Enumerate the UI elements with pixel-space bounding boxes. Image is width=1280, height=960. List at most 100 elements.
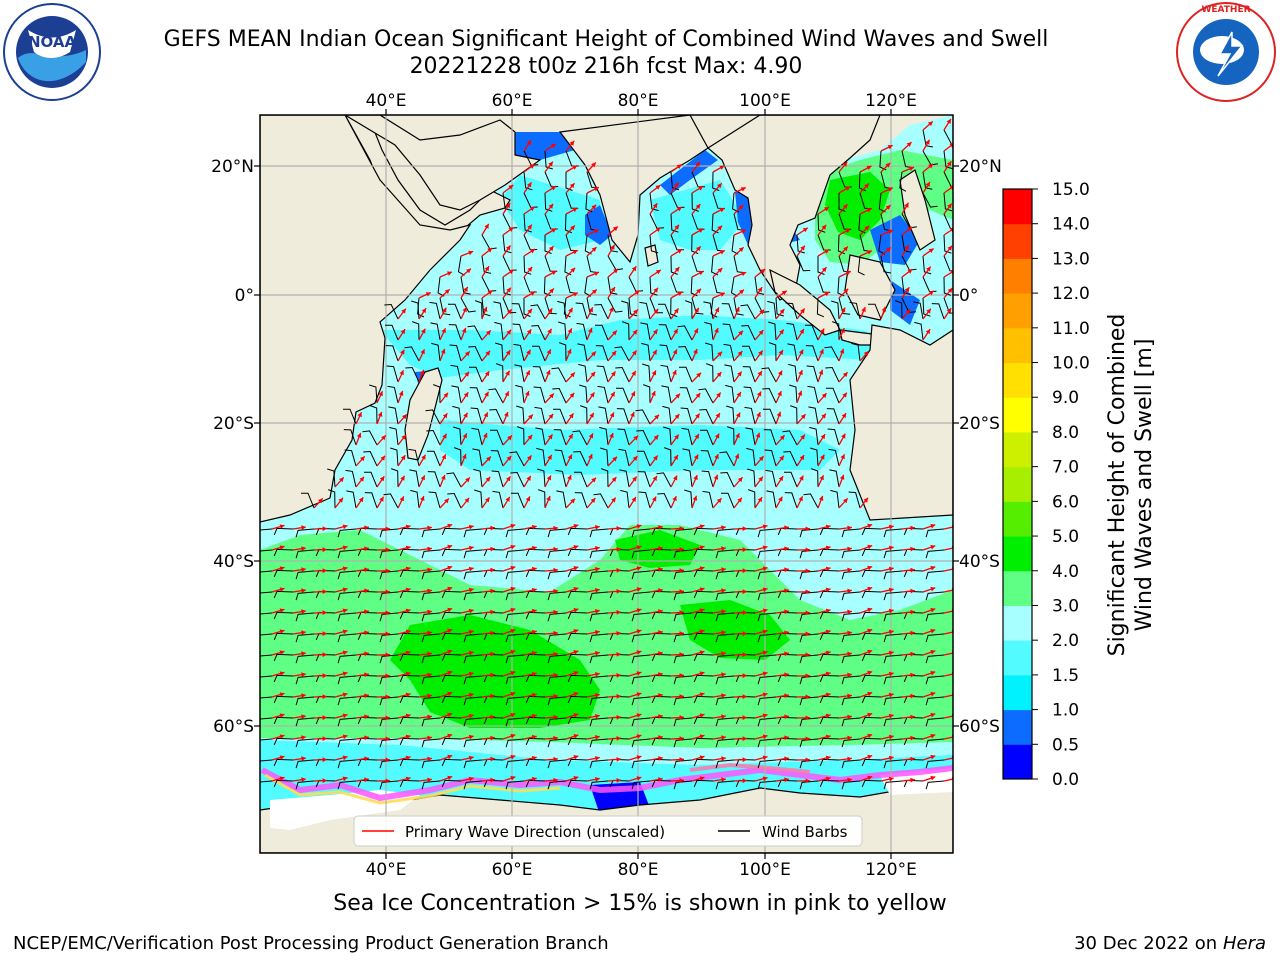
- wave-direction-arrowhead: [762, 755, 768, 761]
- swell-band-4-5m: [680, 600, 790, 660]
- wind-barb: [595, 345, 609, 362]
- wind-barb: [463, 591, 483, 601]
- wave-direction-arrowhead: [651, 370, 657, 376]
- wave-direction-arrowhead: [342, 629, 348, 635]
- wind-barb: [757, 633, 777, 643]
- wave-direction-arrowhead: [738, 247, 744, 253]
- wave-direction-arrowhead: [799, 328, 804, 334]
- colorbar: 15.0 14.0 13.0 12.0 11.0 10.0 9.0 8.0 7.0 6.0 5.0 4…: [1003, 180, 1090, 790]
- wind-barb: [841, 633, 861, 643]
- wave-direction-arrowhead: [553, 609, 558, 615]
- wind-barb: [589, 528, 609, 538]
- wave-direction-arrowhead: [570, 225, 575, 231]
- wind-barb: [636, 450, 651, 467]
- wave-direction-arrowhead: [716, 392, 721, 398]
- wave-direction-arrowhead: [447, 670, 453, 676]
- wind-barb: [691, 234, 699, 255]
- wind-barb: [925, 675, 945, 685]
- wind-barb: [790, 405, 798, 425]
- wave-direction-arrowhead: [279, 524, 285, 529]
- wind-barb: [547, 633, 567, 643]
- wave-direction-arrowhead: [616, 673, 621, 678]
- wave-direction-arrowhead: [279, 755, 285, 760]
- wave-direction-arrowhead: [356, 432, 362, 438]
- sea-ice-fringe: [689, 762, 811, 774]
- wind-barb: [567, 737, 588, 746]
- wave-direction-arrowhead: [594, 777, 600, 782]
- wave-direction-arrowhead: [420, 475, 425, 481]
- colorbar-tick-label: 3.0: [1052, 596, 1079, 616]
- wave-direction-arrowhead: [485, 476, 491, 482]
- wind-barb: [468, 345, 483, 362]
- wind-barb: [295, 570, 315, 580]
- wave-direction-arrowhead: [591, 289, 597, 295]
- wind-barb: [505, 738, 525, 748]
- wind-barb: [514, 364, 525, 383]
- wind-barb: [789, 384, 798, 404]
- wave-direction-arrowhead: [442, 413, 448, 419]
- wave-direction-arrowhead: [636, 755, 642, 760]
- wave-direction-arrowhead: [800, 434, 805, 440]
- wave-direction-arrowhead: [820, 454, 825, 460]
- wind-barb: [488, 388, 504, 404]
- wave-direction-arrowhead: [907, 269, 913, 274]
- wave-direction-arrowhead: [737, 477, 743, 483]
- wave-direction-arrowhead: [464, 351, 470, 357]
- wind-barb: [547, 675, 567, 685]
- wave-direction-arrowhead: [465, 477, 470, 483]
- wave-direction-arrowhead: [342, 524, 348, 530]
- wave-direction-arrowhead: [364, 777, 369, 783]
- colorbar-tick-label: 1.0: [1052, 701, 1079, 721]
- wind-barb: [799, 633, 819, 643]
- wave-direction-arrow: [943, 228, 953, 236]
- wave-direction-arrowhead: [525, 370, 530, 376]
- wind-barb: [379, 654, 399, 664]
- wind-barb: [757, 780, 777, 790]
- wind-barb: [841, 570, 861, 580]
- wind-barb: [409, 469, 420, 488]
- wind-barb: [510, 492, 525, 509]
- wind-barb: [693, 569, 714, 578]
- wave-direction-arrowhead: [551, 228, 557, 233]
- wind-barb: [861, 716, 882, 725]
- date-text: 30 Dec 2022 on: [1074, 933, 1218, 954]
- wind-barb: [803, 493, 819, 509]
- wave-direction-arrowhead: [679, 610, 684, 615]
- wave-direction-arrowhead: [468, 755, 474, 761]
- wave-direction-arrowhead: [779, 455, 784, 461]
- wave-direction-arrowhead: [427, 630, 432, 636]
- wave-direction-arrowhead: [845, 228, 851, 234]
- wave-direction-arrowhead: [462, 453, 467, 459]
- wave-direction-arrowhead: [762, 692, 768, 698]
- wind-barb: [411, 300, 420, 320]
- wave-direction-arrowhead: [930, 775, 936, 781]
- wind-barb: [693, 527, 714, 536]
- wind-barb: [449, 344, 462, 362]
- wind-barb: [327, 468, 336, 488]
- wave-direction-arrowhead: [800, 414, 806, 420]
- wave-direction-arrowhead: [699, 608, 705, 613]
- wind-barb: [295, 780, 315, 790]
- wave-direction-arrowhead: [821, 413, 826, 419]
- wave-direction-arrowhead: [721, 588, 726, 594]
- wind-barb: [408, 448, 420, 467]
- wind-barb: [861, 737, 882, 746]
- wind-barb: [673, 654, 693, 664]
- wave-direction-arrowhead: [735, 433, 740, 439]
- wave-direction-arrowhead: [279, 650, 285, 655]
- wave-direction-arrowhead: [679, 778, 684, 783]
- wind-barb: [379, 717, 399, 727]
- wave-direction-arrowhead: [867, 775, 873, 781]
- wave-direction-arrowhead: [762, 650, 768, 656]
- wind-barb: [719, 451, 735, 467]
- wind-barb: [769, 342, 777, 362]
- wind-barb: [830, 489, 840, 509]
- wave-direction-arrowhead: [760, 268, 766, 274]
- wind-barb: [841, 528, 861, 538]
- wave-direction-arrowhead: [301, 714, 306, 720]
- wave-direction-arrowhead: [485, 350, 491, 356]
- wind-barb: [841, 696, 861, 706]
- wave-direction-arrowhead: [719, 250, 725, 255]
- colorbar-segment: [1003, 327, 1032, 364]
- wind-barb: [601, 468, 609, 488]
